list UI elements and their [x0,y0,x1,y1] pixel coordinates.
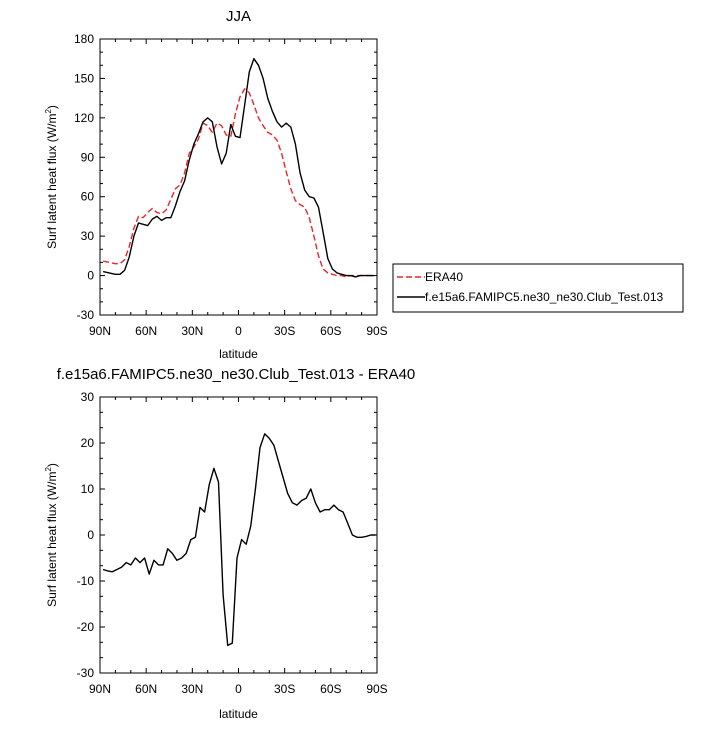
x-tick-label: 30N [181,682,203,696]
x-tick-label: 30S [274,682,295,696]
series-line-1 [102,433,376,647]
series-line-1 [102,88,374,278]
y-tick-label: 10 [81,482,95,496]
y-tick-label: 30 [81,390,95,404]
y-tick-label: -30 [77,308,95,322]
series-line-2 [102,58,374,278]
chart-title: JJA [226,8,251,25]
x-tick-label: 0 [235,682,242,696]
plot-frame [99,38,378,316]
legend: ERA40 f.e15a6.FAMIPC5.ne30_ne30.Club_Test… [392,263,684,313]
x-tick-label: 90S [366,324,387,338]
y-axis-label-text: Surf latent heat flux (W/m [45,472,59,607]
legend-entry-1: ERA40 [425,270,463,284]
y-axis-label: Surf latent heat flux (W/m2) [44,463,59,607]
y-tick-label: -20 [77,620,95,634]
y-axis-label: Surf latent heat flux (W/m2) [44,105,59,249]
y-axis-label-sup: 2 [44,109,53,114]
legend-entry-2: f.e15a6.FAMIPC5.ne30_ne30.Club_Test.013 [425,290,663,304]
plot-frame [99,396,378,674]
y-tick-label: -10 [77,574,95,588]
x-tick-label: 30N [181,324,203,338]
x-tick-label: 90S [366,682,387,696]
y-tick-label: 0 [87,269,94,283]
y-tick-label: 30 [81,229,95,243]
y-tick-label: 150 [74,71,94,85]
x-tick-label: 30S [274,324,295,338]
chart-panel-2: -30 -20 -10 0 10 20 30 90N 60N 30N 0 30S 60S 90S f.e15… [44,366,415,721]
y-tick-label: 180 [74,32,94,46]
y-axis-label-close: ) [45,105,59,109]
x-axis-label: latitude [219,707,258,721]
x-tick-label: 0 [235,324,242,338]
x-tick-label: 60S [320,682,341,696]
chart-title: f.e15a6.FAMIPC5.ne30_ne30.Club_Test.013 … [57,366,416,383]
y-tick-label: 0 [87,528,94,542]
legend-box [392,263,684,313]
y-axis-label-text: Surf latent heat flux (W/m [45,114,59,249]
chart-panel-1: -30 0 30 60 90 120 150 180 90N 60N 30N 0 30S 60S 90S JJ… [44,8,684,361]
y-tick-label: 90 [81,150,95,164]
y-axis-label-sup: 2 [44,467,53,472]
y-tick-label: 20 [81,436,95,450]
x-axis-label: latitude [219,347,258,361]
x-tick-label: 60S [320,324,341,338]
x-tick-label: 90N [89,324,111,338]
y-axis-label-close: ) [45,463,59,467]
x-tick-label: 60N [135,324,157,338]
x-tick-label: 60N [135,682,157,696]
y-tick-label: 60 [81,190,95,204]
y-tick-label: -30 [77,666,95,680]
x-tick-label: 90N [89,682,111,696]
y-tick-label: 120 [74,111,94,125]
